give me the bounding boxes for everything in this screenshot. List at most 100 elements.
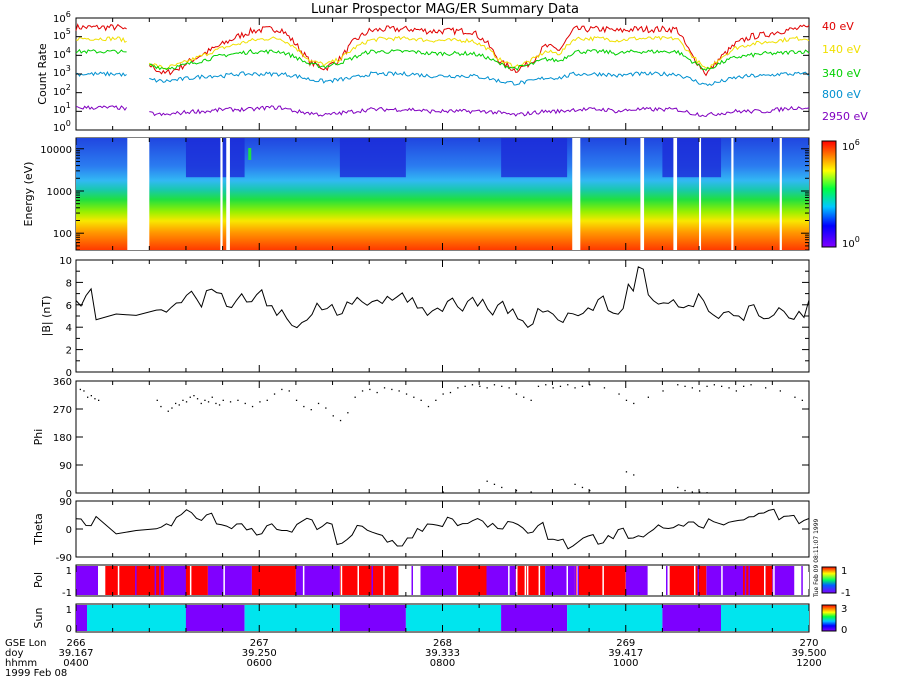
pol-stripe-4 [407,566,410,595]
pol-stripe-29 [602,566,604,595]
pol-segment-17 [647,566,670,595]
xtick-doy-2: 39.333 [425,648,460,659]
phi-point-4 [94,398,96,400]
bmag-panel [75,259,810,373]
xtick-hhmm-3: 1000 [613,658,638,669]
phi-point-98 [515,489,518,492]
spectro-gap-0 [127,138,150,250]
phi-point-50 [420,399,422,401]
phi-point-54 [449,391,452,394]
bmag-ytick-label: 4 [66,323,72,334]
phi-point-61 [501,385,503,387]
phi-point-85 [713,384,715,386]
phi-point-37 [325,407,327,409]
count-ytick-4: 104 [53,46,71,61]
phi-point-5 [98,399,100,401]
pol-ytick-bottom: -1 [62,588,72,599]
pol-stripe-30 [516,566,518,595]
count-line-0-0 [75,23,127,32]
phi-point-45 [383,387,386,389]
pol-stripe-26 [371,566,373,595]
phi-point-84 [706,385,708,387]
pol-stripe-25 [574,566,576,595]
phi-point-53 [442,393,444,395]
phi-ytick-label: 270 [53,405,72,416]
phi-point-38 [332,415,334,417]
sun-segment-8 [662,605,721,631]
phi-point-60 [493,384,496,386]
phi-point-66 [537,385,540,387]
phi-panel [75,380,810,494]
xtick-lon-1: 267 [250,638,269,649]
pol-segment-21 [772,566,795,595]
phi-point-55 [457,387,459,389]
pol-stripe-6 [566,566,568,595]
pol-stripe-31 [154,566,157,595]
phi-point-79 [662,390,664,392]
phi-point-107 [684,489,686,492]
phi-point-27 [251,405,254,408]
bmag-ytick-label: 0 [66,368,72,379]
phi-point-97 [501,486,503,489]
phi-point-40 [347,412,349,414]
spectro-gap-8 [779,138,782,250]
phi-point-30 [273,393,276,395]
phi-point-51 [427,405,430,408]
count-ytick-1: 101 [53,101,71,116]
bmag-line [75,266,810,329]
phi-point-48 [405,393,408,395]
phi-point-81 [684,385,686,387]
spectro-green-patch [248,148,252,160]
pol-segment-0 [76,566,98,595]
phi-point-43 [369,388,371,391]
pol-segment-20 [743,566,773,595]
xtick-lon-2: 268 [433,638,452,649]
energy-spectrogram [76,138,809,250]
phi-point-31 [281,388,283,391]
ylabel-bmag: |B| (nT) [40,296,53,337]
sun-segment-3 [244,605,340,631]
bmag-ytick-label: 10 [59,256,72,267]
phi-point-39 [339,419,342,422]
theta-ytick-label: -90 [56,553,72,564]
phi-point-110 [706,492,708,494]
xtick-hhmm-1: 0600 [247,658,272,669]
pol-stripe-1 [117,566,120,595]
spectro-gap-1 [220,138,223,250]
pol-segment-11 [457,566,487,595]
phi-point-32 [288,390,290,392]
phi-point-109 [699,491,701,493]
pol-segment-4 [185,566,208,595]
energy-ytick-label: 10000 [40,145,72,156]
pol-stripe-20 [666,566,668,595]
phi-point-67 [545,384,547,386]
phi-point-52 [435,399,437,401]
pol-segment-12 [486,566,516,595]
phi-point-19 [207,401,210,403]
count-line-4-0 [75,105,128,111]
phi-point-26 [244,402,246,405]
phi-point-59 [486,387,488,389]
theta-line [75,508,810,550]
pol-stripe-12 [189,566,192,595]
pol-stripe-15 [568,566,571,595]
xtick-lon-4: 270 [799,638,818,649]
phi-point-22 [218,404,221,406]
count-rate-series [75,23,810,118]
phi-point-28 [259,401,261,403]
xtick-hhmm-0: 0400 [63,658,88,669]
count-line-3-0 [75,70,127,77]
pol-segment-18 [669,566,707,595]
pol-ytick-top: 1 [66,566,72,577]
phi-point-62 [508,387,510,389]
ylabel-pol: Pol [32,572,45,588]
phi-point-24 [229,401,232,403]
phi-point-44 [376,391,378,394]
xtick-doy-1: 39.250 [242,648,277,659]
pol-stripe-16 [707,566,709,595]
count-line-0-1 [148,24,810,77]
phi-point-105 [633,474,635,476]
phi-point-76 [625,399,628,401]
ylabel-theta: Theta [32,513,45,546]
phi-point-64 [523,396,525,398]
